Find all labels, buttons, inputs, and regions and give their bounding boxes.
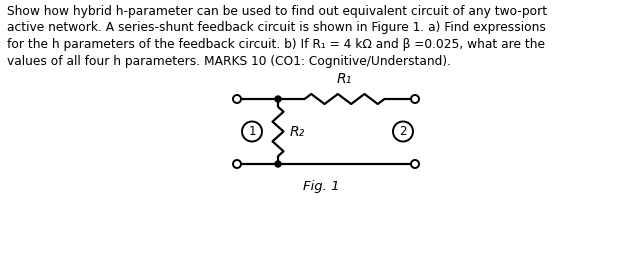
Circle shape xyxy=(275,161,281,167)
Text: active network. A series-shunt feedback circuit is shown in Figure 1. a) Find ex: active network. A series-shunt feedback … xyxy=(7,22,546,34)
Text: R₁: R₁ xyxy=(337,72,352,86)
Text: R₂: R₂ xyxy=(290,125,305,139)
Circle shape xyxy=(411,95,419,103)
Circle shape xyxy=(242,122,262,141)
Circle shape xyxy=(233,95,241,103)
Text: values of all four h parameters. MARKS 10 (CO1: Cognitive/Understand).: values of all four h parameters. MARKS 1… xyxy=(7,55,451,68)
Circle shape xyxy=(411,160,419,168)
Text: Fig. 1: Fig. 1 xyxy=(303,180,339,193)
Text: 1: 1 xyxy=(248,125,256,138)
Circle shape xyxy=(275,96,281,102)
Text: Show how hybrid h-parameter can be used to find out equivalent circuit of any tw: Show how hybrid h-parameter can be used … xyxy=(7,5,547,18)
Circle shape xyxy=(233,160,241,168)
Text: for the h parameters of the feedback circuit. b) If R₁ = 4 kΩ and β =0.025, what: for the h parameters of the feedback cir… xyxy=(7,38,545,51)
Circle shape xyxy=(393,122,413,141)
Text: 2: 2 xyxy=(399,125,407,138)
